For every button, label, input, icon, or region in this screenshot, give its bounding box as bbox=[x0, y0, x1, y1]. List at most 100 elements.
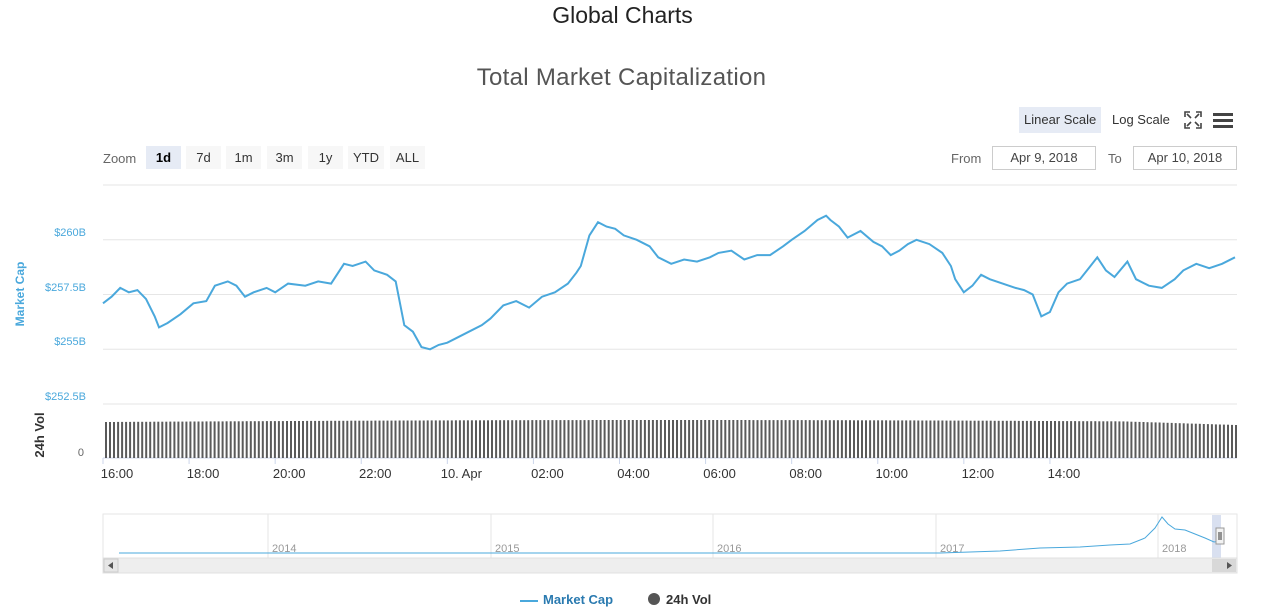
volume-bar bbox=[197, 421, 200, 458]
legend-market-cap[interactable]: Market Cap bbox=[520, 592, 613, 607]
volume-bar bbox=[780, 420, 783, 458]
volume-bar bbox=[326, 420, 329, 458]
volume-bar bbox=[768, 420, 771, 458]
volume-bar bbox=[1206, 424, 1209, 458]
x-tick-label: 14:00 bbox=[1048, 466, 1081, 481]
volume-bar bbox=[189, 421, 192, 458]
chart-title: Total Market Capitalization bbox=[476, 64, 767, 91]
volume-bar bbox=[752, 420, 755, 458]
volume-bar bbox=[784, 420, 787, 458]
zoom-ytd-button[interactable]: YTD bbox=[348, 146, 384, 169]
x-tick-label: 02:00 bbox=[531, 466, 564, 481]
linear-scale-button[interactable]: Linear Scale bbox=[1019, 107, 1102, 133]
volume-bar bbox=[398, 420, 401, 458]
volume-bar bbox=[277, 421, 280, 458]
volume-bar bbox=[479, 420, 481, 458]
zoom-all-button[interactable]: ALL bbox=[390, 146, 425, 169]
volume-bar bbox=[310, 420, 313, 458]
volume-bar bbox=[458, 420, 461, 458]
legend-24h-vol[interactable]: 24h Vol bbox=[648, 592, 711, 607]
volume-bar bbox=[997, 420, 1000, 458]
volume-bar bbox=[816, 420, 819, 458]
volume-bar bbox=[466, 420, 469, 458]
y-tick-label: $255B bbox=[54, 336, 86, 348]
volume-bar bbox=[824, 420, 827, 458]
volume-bar bbox=[1090, 421, 1093, 458]
volume-bar bbox=[193, 421, 196, 458]
volume-bar bbox=[1142, 422, 1145, 458]
volume-bar bbox=[865, 420, 867, 458]
volume-bar bbox=[945, 420, 948, 458]
volume-bar bbox=[519, 420, 522, 458]
volume-bar bbox=[233, 421, 236, 458]
x-tick-label: 04:00 bbox=[617, 466, 650, 481]
volume-bar bbox=[965, 420, 968, 458]
volume-bar bbox=[744, 420, 747, 458]
volume-bar bbox=[438, 420, 441, 458]
volume-bar bbox=[406, 420, 409, 458]
volume-bar bbox=[253, 421, 256, 458]
x-tick-label: 06:00 bbox=[703, 466, 736, 481]
volume-bar bbox=[358, 420, 361, 458]
volume-bar bbox=[462, 420, 465, 458]
volume-bar bbox=[346, 420, 349, 458]
volume-bar bbox=[475, 420, 477, 458]
zoom-7d-button[interactable]: 7d bbox=[186, 146, 221, 169]
volume-bar bbox=[511, 420, 514, 458]
volume-bar bbox=[961, 420, 964, 458]
volume-bar bbox=[861, 420, 863, 458]
volume-bar bbox=[446, 420, 449, 458]
volume-bar bbox=[696, 420, 699, 458]
volume-bar bbox=[672, 420, 674, 458]
volume-bar bbox=[1062, 421, 1065, 458]
volume-bar bbox=[1182, 423, 1185, 458]
vol-axis-title: 24h Vol bbox=[32, 412, 47, 457]
zoom-1m-button[interactable]: 1m bbox=[226, 146, 261, 169]
volume-bar bbox=[442, 420, 445, 458]
zoom-1y-button[interactable]: 1y bbox=[308, 146, 343, 169]
volume-bar bbox=[925, 420, 928, 458]
fullscreen-icon[interactable] bbox=[1184, 111, 1202, 129]
volume-bar bbox=[157, 421, 160, 458]
volume-bar bbox=[1134, 421, 1137, 458]
volume-bar bbox=[857, 420, 859, 458]
from-date-input[interactable]: Apr 9, 2018 bbox=[992, 146, 1096, 170]
volume-bar bbox=[1166, 422, 1169, 458]
volume-bar bbox=[595, 420, 598, 458]
volume-bar bbox=[121, 421, 124, 458]
volume-bar bbox=[893, 420, 896, 458]
volume-bar bbox=[611, 420, 614, 458]
volume-bar bbox=[599, 420, 602, 458]
volume-bar bbox=[225, 421, 228, 458]
volume-bar bbox=[1029, 420, 1032, 458]
volume-bar bbox=[430, 420, 433, 458]
to-date-input[interactable]: Apr 10, 2018 bbox=[1133, 146, 1237, 170]
zoom-1d-button[interactable]: 1d bbox=[146, 146, 181, 169]
volume-bar bbox=[844, 420, 847, 458]
menu-icon[interactable] bbox=[1212, 111, 1234, 129]
volume-bar bbox=[294, 421, 296, 458]
volume-bar bbox=[523, 420, 526, 458]
volume-bar bbox=[338, 420, 341, 458]
volume-bar bbox=[1222, 424, 1225, 458]
scrollbar-thumb[interactable] bbox=[1212, 559, 1236, 572]
volume-bar bbox=[659, 420, 662, 458]
volume-bar bbox=[559, 420, 562, 458]
volume-bar bbox=[808, 420, 811, 458]
volume-bar bbox=[1078, 421, 1081, 458]
volume-bar bbox=[740, 420, 743, 458]
volume-bar bbox=[378, 420, 381, 458]
zoom-3m-button[interactable]: 3m bbox=[267, 146, 302, 169]
navigator-handle[interactable] bbox=[1215, 527, 1225, 545]
volume-bar bbox=[265, 421, 268, 458]
x-tick-label: 20:00 bbox=[273, 466, 306, 481]
volume-bar bbox=[1025, 420, 1028, 458]
volume-bar bbox=[145, 421, 148, 458]
navigator-scrollbar[interactable] bbox=[102, 557, 1238, 574]
volume-bar bbox=[619, 420, 622, 458]
zoom-label: Zoom bbox=[103, 151, 137, 166]
log-scale-button[interactable]: Log Scale bbox=[1112, 112, 1170, 127]
volume-bar bbox=[515, 420, 518, 458]
